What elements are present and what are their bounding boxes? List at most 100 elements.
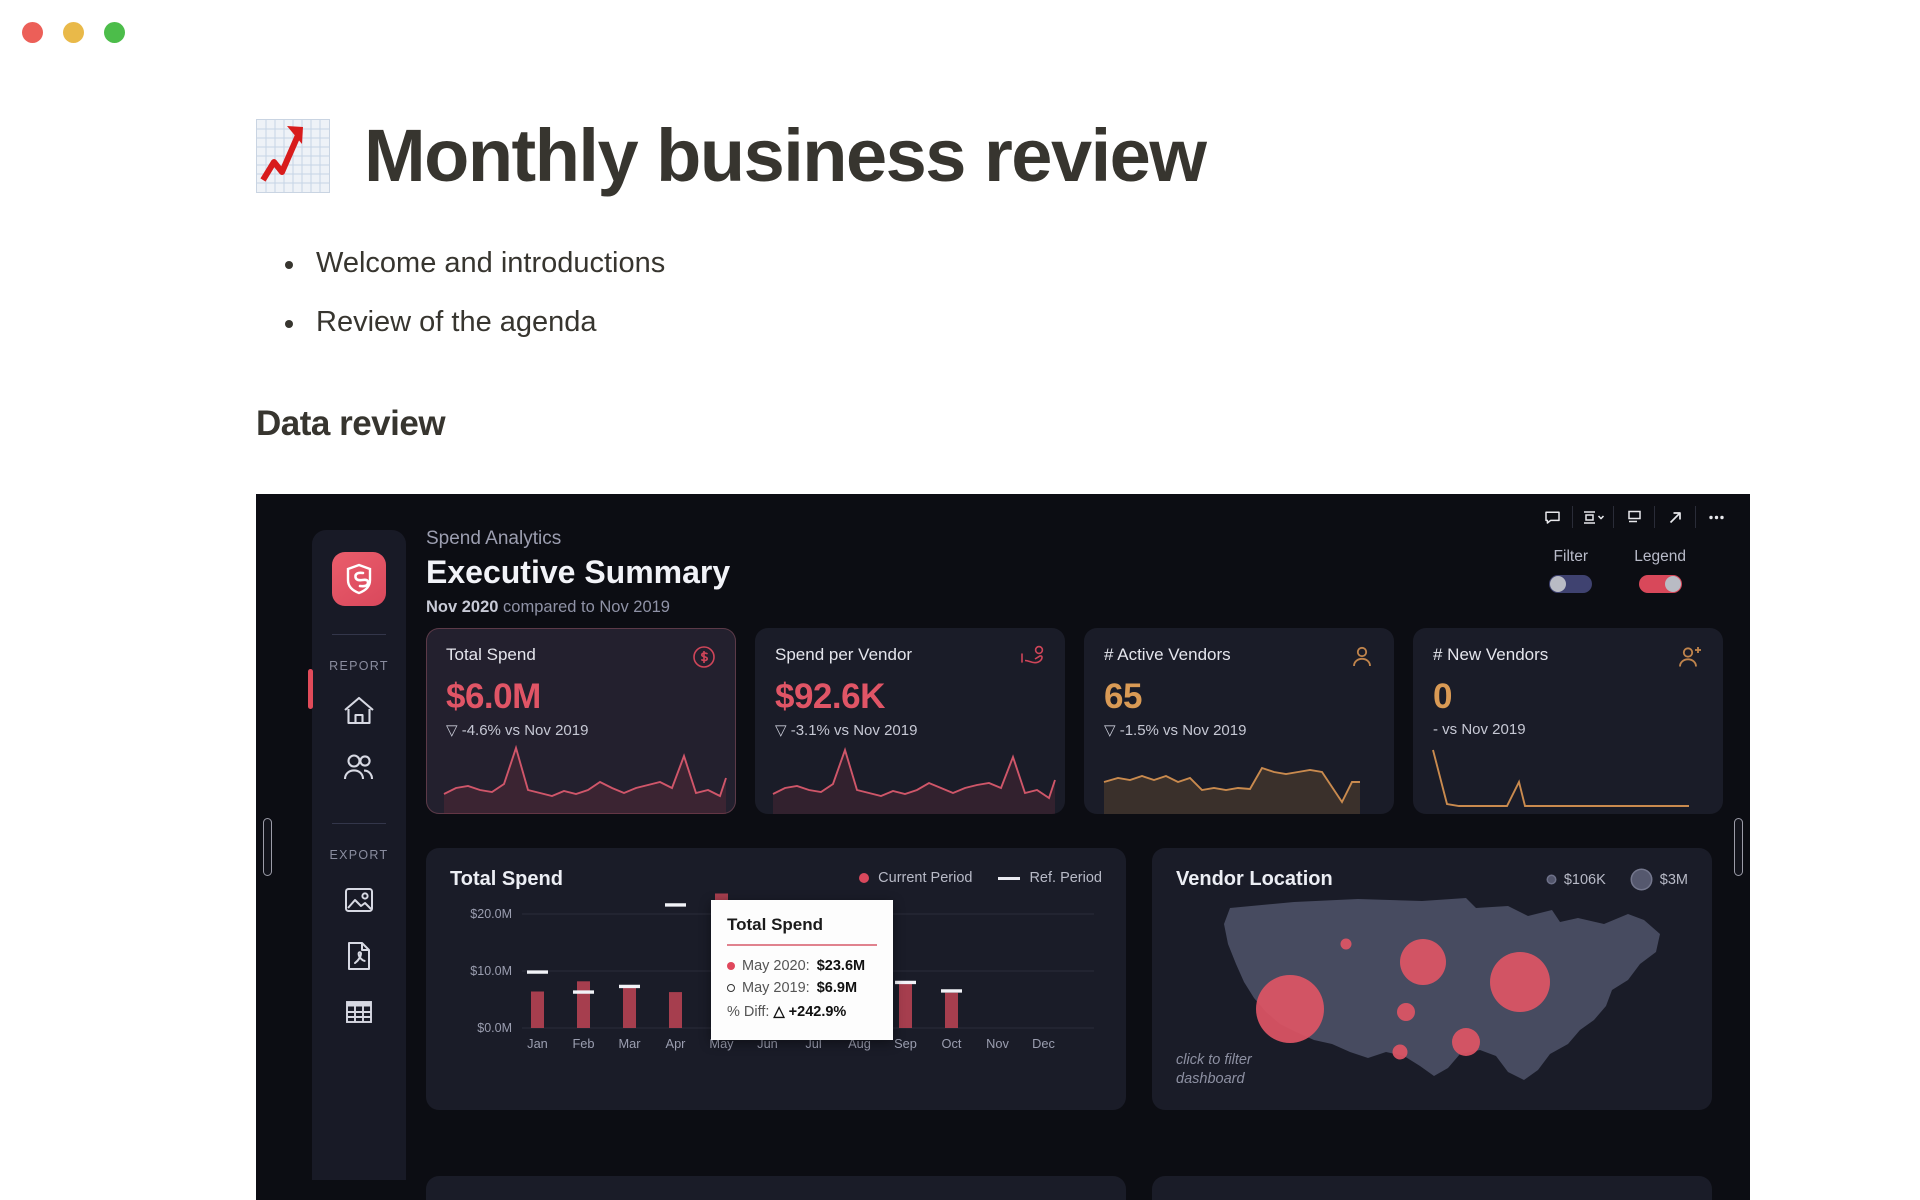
image-export-icon[interactable]: [331, 872, 387, 928]
svg-text:Feb: Feb: [572, 1036, 594, 1051]
kpi-delta: ▽ -1.5% vs Nov 2019: [1104, 722, 1247, 739]
comment-icon[interactable]: [1532, 503, 1572, 531]
table-export-icon[interactable]: [331, 984, 387, 1040]
chart-increasing-emoji[interactable]: [256, 118, 330, 193]
panel-stub-left[interactable]: [426, 1176, 1126, 1200]
svg-text:$10.0M: $10.0M: [470, 964, 512, 978]
kpi-delta: ▽ -3.1% vs Nov 2019: [775, 722, 918, 739]
legend-toggle[interactable]: [1638, 575, 1682, 593]
kpi-card-row: Total Spend $6.0M ▽ -4.6% vs Nov 2019: [426, 628, 1723, 814]
kpi-value: 65: [1104, 677, 1142, 716]
kpi-card-new-vendors[interactable]: # New Vendors 0 - vs Nov 2019: [1413, 628, 1723, 814]
divider: [332, 823, 386, 824]
tooltip-title: Total Spend: [727, 915, 824, 934]
dashboard-panel-row: Total Spend Current Period Ref. Period: [426, 848, 1712, 1110]
kpi-sparkline: [1103, 766, 1360, 814]
svg-text:Sep: Sep: [894, 1036, 917, 1051]
list-item[interactable]: Review of the agenda: [272, 304, 665, 342]
dashboard-surface: REPORT EXPORT: [256, 494, 1750, 1200]
svg-text:Mar: Mar: [618, 1036, 641, 1051]
kpi-label: # Active Vendors: [1104, 645, 1231, 664]
tooltip-row-value: $6.9M: [816, 980, 858, 996]
window-controls: [22, 22, 125, 43]
tooltip-row-value: $23.6M: [816, 958, 866, 974]
panel-vendor-location[interactable]: Vendor Location $106K $3M: [1152, 848, 1712, 1110]
resize-handle-right[interactable]: [1734, 818, 1743, 876]
kpi-value: $92.6K: [775, 677, 885, 716]
maximize-window-button[interactable]: [104, 22, 125, 43]
spend-shield-logo[interactable]: [332, 552, 386, 606]
embedded-dashboard[interactable]: REPORT EXPORT: [256, 494, 1750, 1200]
divider: [1572, 506, 1573, 528]
panel-stub-right[interactable]: [1152, 1176, 1712, 1200]
dashboard-toggles: Filter Legend: [1549, 548, 1686, 593]
kpi-card-total-spend[interactable]: Total Spend $6.0M ▽ -4.6% vs Nov 2019: [426, 628, 736, 814]
svg-text:Oct: Oct: [942, 1036, 962, 1051]
tooltip-row-current: May 2020: $23.6M: [727, 958, 877, 974]
tooltip-diff-label: % Diff:: [727, 1004, 770, 1020]
legend-item-current-period[interactable]: Current Period: [859, 870, 972, 886]
section-heading[interactable]: Data review: [256, 404, 446, 443]
hand-coin-icon: [1019, 645, 1045, 669]
kpi-header: # Active Vendors: [1104, 645, 1374, 669]
sidebar-item-vendors[interactable]: [331, 739, 387, 795]
map-hint-line-2: dashboard: [1176, 1071, 1245, 1088]
kpi-value: 0: [1433, 677, 1452, 716]
legend-item-bubble-small: $106K: [1547, 872, 1606, 888]
tooltip-rule: [727, 944, 877, 946]
toggle-knob: [1664, 576, 1681, 592]
open-external-icon[interactable]: [1655, 503, 1695, 531]
tooltip-diff-value: △ +242.9%: [773, 1004, 847, 1020]
dollar-circle-icon: [692, 645, 716, 669]
period-comparison: compared to Nov 2019: [498, 598, 670, 616]
legend-label: $3M: [1659, 871, 1688, 888]
sidebar-item-home[interactable]: [331, 683, 387, 739]
legend-toggle-group: Legend: [1634, 548, 1686, 593]
user-plus-icon: [1677, 645, 1703, 669]
page-title[interactable]: Monthly business review: [364, 114, 1207, 197]
block-options-icon[interactable]: [1573, 503, 1613, 531]
filter-toggle[interactable]: [1549, 575, 1593, 593]
period-current: Nov 2020: [426, 598, 499, 616]
dashboard-content: Spend Analytics Executive Summary Nov 20…: [426, 528, 1723, 1200]
tooltip-dot-icon: [727, 962, 735, 970]
legend-dot-icon: [859, 873, 870, 883]
embed-toolbar: [1532, 502, 1736, 532]
tooltip-row-reference: May 2019: $6.9M: [727, 980, 877, 996]
sidebar-group-label-report: REPORT: [329, 659, 389, 673]
user-icon: [1350, 645, 1374, 669]
minimize-window-button[interactable]: [63, 22, 84, 43]
resize-handle-left[interactable]: [263, 818, 272, 876]
chart-tooltip: Total Spend May 2020: $23.6M May 2019: $…: [711, 900, 893, 1040]
legend-item-ref-period[interactable]: Ref. Period: [998, 870, 1102, 886]
tooltip-ring-icon: [727, 984, 735, 992]
dashboard-kicker: Spend Analytics: [426, 528, 562, 549]
pdf-export-icon[interactable]: [331, 928, 387, 984]
divider: [1695, 506, 1696, 528]
legend-label: Current Period: [878, 870, 973, 886]
kpi-sparkline: [772, 746, 1056, 814]
layout-icon[interactable]: [1614, 503, 1654, 531]
bubble-small-icon: [1547, 876, 1555, 883]
chart-legend: Current Period Ref. Period: [859, 870, 1102, 886]
usa-bubble-map[interactable]: [1208, 894, 1678, 1094]
close-window-button[interactable]: [22, 22, 43, 43]
svg-text:Nov: Nov: [986, 1036, 1009, 1051]
kpi-label: Total Spend: [446, 645, 536, 664]
bubble-large-icon: [1631, 870, 1651, 889]
kpi-card-spend-per-vendor[interactable]: Spend per Vendor $92.6K ▽ -3.1% vs Nov 2…: [755, 628, 1065, 814]
agenda-list: Welcome and introductions Review of the …: [272, 245, 665, 362]
toggle-knob: [1550, 576, 1567, 592]
more-horizontal-icon[interactable]: [1696, 503, 1736, 531]
divider: [1613, 506, 1614, 528]
divider: [1654, 506, 1655, 528]
dashboard-title: Executive Summary: [426, 554, 731, 590]
svg-text:$0.0M: $0.0M: [477, 1021, 512, 1035]
map-hint: click to filter dashboard: [1176, 1051, 1252, 1090]
list-item[interactable]: Welcome and introductions: [272, 245, 665, 283]
kpi-header: Total Spend: [446, 645, 716, 669]
tooltip-row-label: May 2019:: [742, 980, 810, 996]
kpi-card-active-vendors[interactable]: # Active Vendors 65 ▽ -1.5% vs Nov 2019: [1084, 628, 1394, 814]
kpi-delta: - vs Nov 2019: [1433, 721, 1526, 738]
